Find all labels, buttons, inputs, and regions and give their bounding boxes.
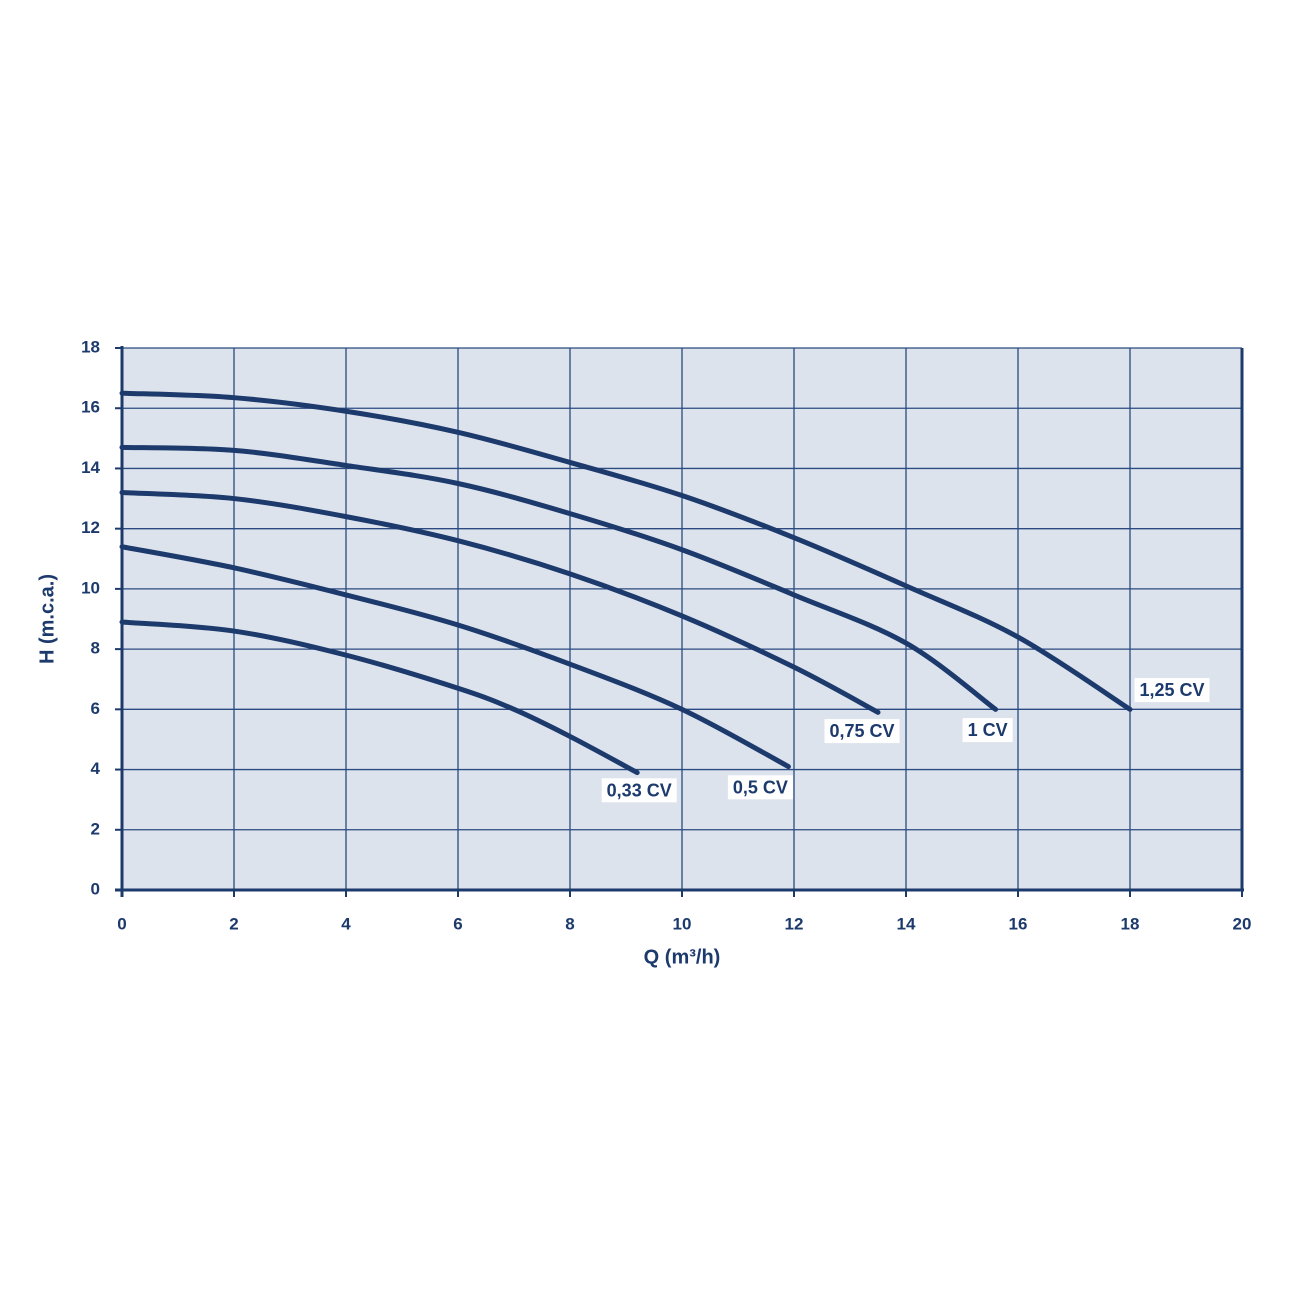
y-tick-label: 4 [91,759,101,778]
curve-label-group: 0,75 CV [824,719,900,744]
curve-label-bg [962,718,1013,743]
curve-label-bg [601,778,677,803]
pump-curve [119,619,640,776]
x-tick-label: 10 [673,914,692,933]
y-tick-label: 18 [81,337,100,356]
x-axis-title: Q (m³/h) [644,946,721,968]
x-tick-label: 12 [785,914,804,933]
curve-label-bg [727,775,793,800]
curve-label: 0,33 CV [607,780,672,800]
curve-label-bg [1134,678,1210,703]
x-tick-label: 20 [1233,914,1252,933]
pump-curve [119,490,881,715]
x-tick-label: 16 [1009,914,1028,933]
x-tick-label: 14 [897,914,916,933]
y-tick-label: 6 [91,699,100,718]
x-tick-label: 2 [229,914,238,933]
curve-label-group: 1 CV [962,718,1013,743]
y-tick-label: 0 [91,879,100,898]
x-tick-label: 8 [565,914,574,933]
curve-label-bg [824,719,900,744]
y-tick-label: 10 [81,578,100,597]
y-tick-label: 14 [81,458,100,477]
curve-label-group: 0,5 CV [727,775,793,800]
y-tick-label: 8 [91,639,100,658]
pump-curve [119,444,999,712]
curve-label: 0,5 CV [733,777,788,797]
curve-label: 1,25 CV [1139,680,1204,700]
y-tick-label: 12 [81,518,100,537]
curve-label: 1 CV [968,720,1008,740]
curve-label-group: 0,33 CV [601,778,677,803]
x-tick-label: 18 [1121,914,1140,933]
y-tick-label: 2 [91,819,100,838]
curve-label: 0,75 CV [829,721,894,741]
pump-curve [119,544,791,770]
curve-label-group: 1,25 CV [1134,678,1210,703]
x-tick-label: 6 [453,914,462,933]
y-tick-label: 16 [81,398,100,417]
pump-curve [119,390,1133,712]
x-tick-label: 0 [117,914,126,933]
y-axis-title: H (m.c.a.) [36,574,58,664]
x-tick-label: 4 [341,914,351,933]
